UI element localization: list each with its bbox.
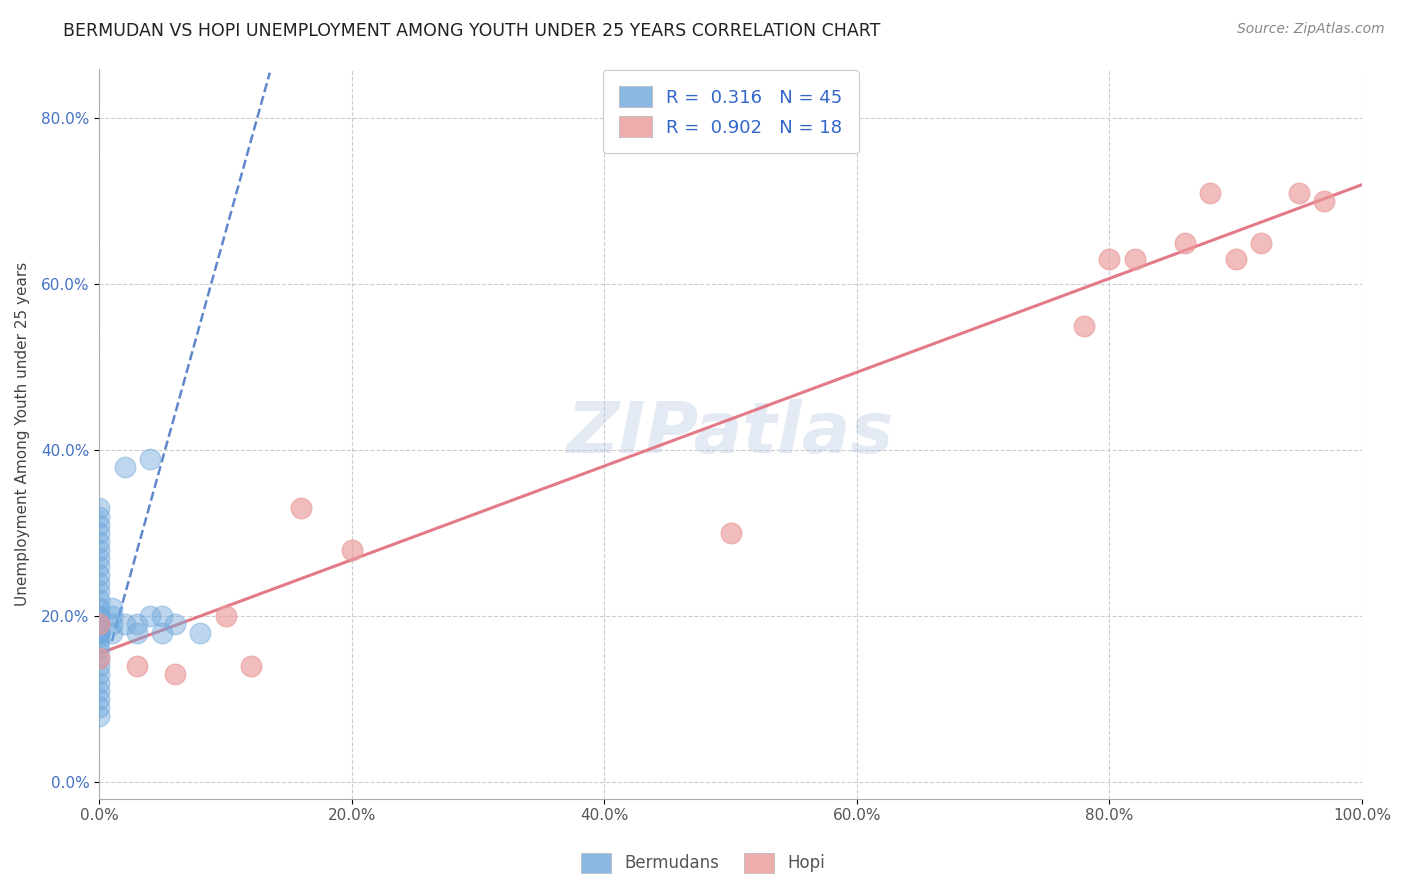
Point	[188, 625, 211, 640]
Point	[1073, 318, 1095, 333]
Point	[127, 659, 149, 673]
Point	[89, 509, 111, 524]
Point	[1250, 235, 1272, 250]
Y-axis label: Unemployment Among Youth under 25 years: Unemployment Among Youth under 25 years	[15, 261, 30, 606]
Point	[89, 659, 111, 673]
Point	[1123, 252, 1146, 267]
Point	[89, 592, 111, 607]
Text: ZIPatlas: ZIPatlas	[567, 399, 894, 468]
Point	[152, 609, 174, 624]
Point	[89, 601, 111, 615]
Point	[89, 675, 111, 690]
Point	[89, 634, 111, 648]
Point	[89, 642, 111, 657]
Point	[165, 617, 187, 632]
Point	[89, 700, 111, 714]
Point	[89, 584, 111, 599]
Point	[89, 625, 111, 640]
Point	[127, 625, 149, 640]
Point	[114, 617, 136, 632]
Point	[89, 542, 111, 557]
Point	[89, 617, 111, 632]
Point	[89, 625, 111, 640]
Point	[89, 617, 111, 632]
Point	[1313, 194, 1336, 209]
Point	[1098, 252, 1121, 267]
Point	[340, 542, 363, 557]
Text: Source: ZipAtlas.com: Source: ZipAtlas.com	[1237, 22, 1385, 37]
Point	[89, 559, 111, 574]
Point	[165, 667, 187, 681]
Legend: R =  0.316   N = 45, R =  0.902   N = 18: R = 0.316 N = 45, R = 0.902 N = 18	[603, 70, 859, 153]
Point	[101, 617, 124, 632]
Point	[89, 551, 111, 566]
Point	[89, 650, 111, 665]
Point	[89, 684, 111, 698]
Point	[89, 576, 111, 591]
Point	[89, 667, 111, 681]
Point	[114, 459, 136, 474]
Point	[1288, 186, 1310, 200]
Point	[89, 650, 111, 665]
Point	[89, 630, 111, 644]
Point	[89, 501, 111, 516]
Point	[1225, 252, 1247, 267]
Point	[89, 526, 111, 541]
Point	[89, 708, 111, 723]
Point	[139, 451, 162, 466]
Point	[89, 534, 111, 549]
Point	[101, 625, 124, 640]
Point	[101, 609, 124, 624]
Point	[239, 659, 262, 673]
Point	[1174, 235, 1197, 250]
Point	[152, 625, 174, 640]
Point	[127, 617, 149, 632]
Point	[89, 517, 111, 532]
Point	[290, 501, 312, 516]
Point	[139, 609, 162, 624]
Point	[89, 567, 111, 582]
Legend: Bermudans, Hopi: Bermudans, Hopi	[574, 847, 832, 880]
Point	[89, 692, 111, 706]
Point	[101, 601, 124, 615]
Point	[1199, 186, 1222, 200]
Point	[89, 625, 111, 640]
Text: BERMUDAN VS HOPI UNEMPLOYMENT AMONG YOUTH UNDER 25 YEARS CORRELATION CHART: BERMUDAN VS HOPI UNEMPLOYMENT AMONG YOUT…	[63, 22, 880, 40]
Point	[89, 617, 111, 632]
Point	[89, 609, 111, 624]
Point	[720, 526, 742, 541]
Point	[89, 609, 111, 624]
Point	[214, 609, 236, 624]
